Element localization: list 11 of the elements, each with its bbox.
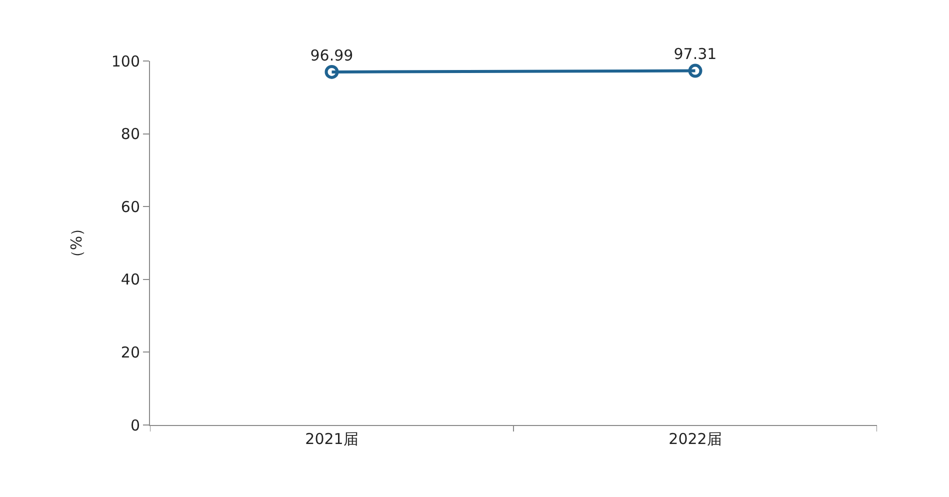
y-tick-label: 20 (120, 343, 140, 362)
data-label: 97.31 (674, 45, 717, 64)
y-tick-label: 80 (120, 125, 140, 144)
y-tick-label: 40 (120, 270, 140, 289)
y-tick-label: 60 (120, 198, 140, 216)
x-tick-label: 2022届 (668, 430, 722, 448)
data-label: 96.99 (310, 46, 354, 64)
y-tick-label: 0 (130, 416, 140, 434)
x-tick-label: 2021届 (305, 430, 358, 448)
y-tick-label: 100 (111, 52, 140, 70)
y-axis-title: （%） (68, 220, 86, 266)
